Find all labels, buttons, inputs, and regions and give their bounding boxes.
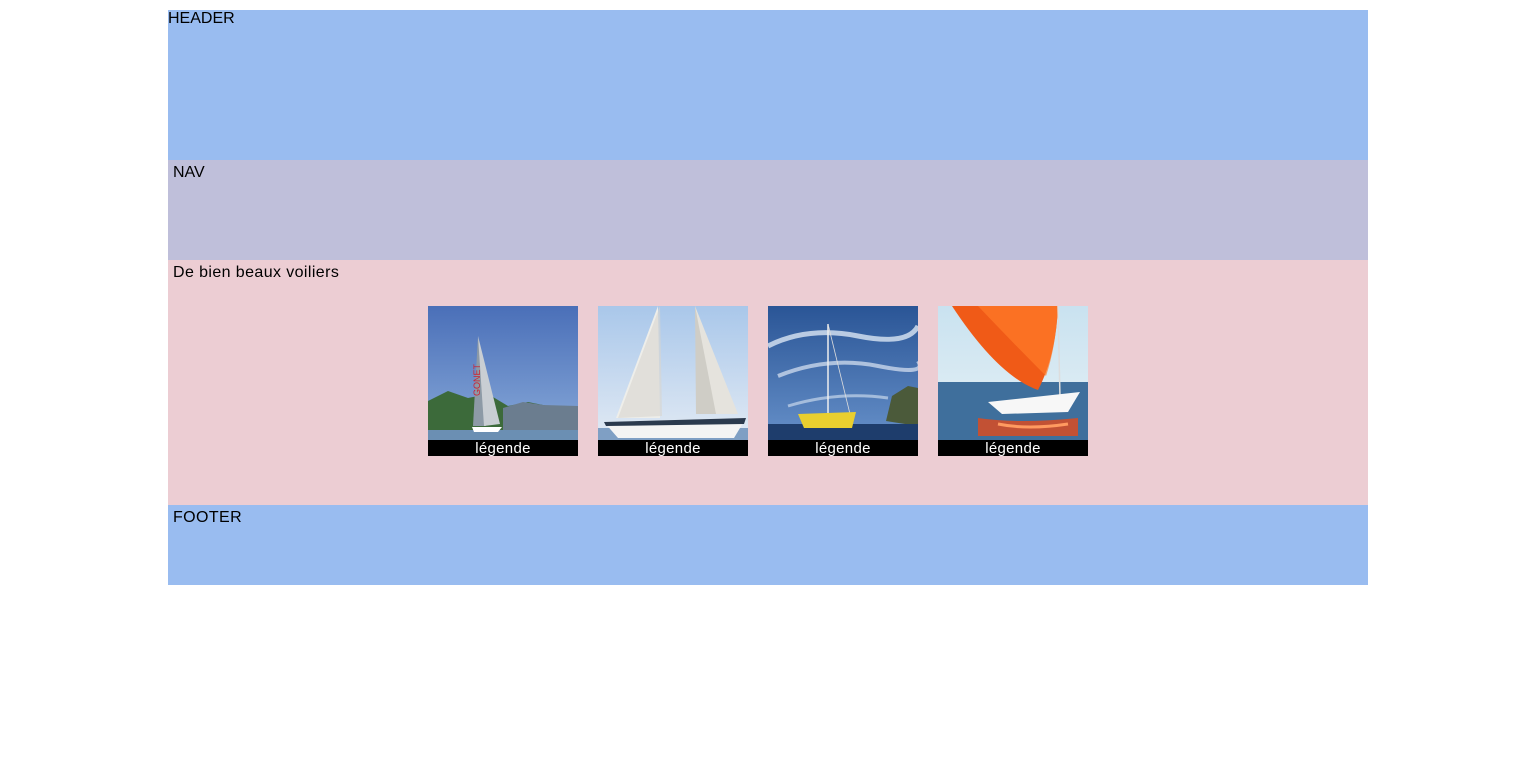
svg-text:GONET: GONET — [472, 363, 482, 396]
sailboat-photo: GONET — [428, 306, 578, 456]
sailboat-photo — [768, 306, 918, 456]
page-nav: NAV — [168, 160, 1368, 260]
sailboat-photo — [938, 306, 1088, 456]
gallery-item[interactable]: légende — [768, 306, 918, 456]
gallery-item[interactable]: GONET légende — [428, 306, 578, 456]
gallery-caption: légende — [428, 440, 578, 456]
footer-label: FOOTER — [173, 509, 243, 526]
gallery-caption: légende — [768, 440, 918, 456]
sailboat-photo — [598, 306, 748, 456]
gallery-item[interactable]: légende — [938, 306, 1088, 456]
header-label: HEADER — [168, 10, 235, 27]
page-container: HEADER NAV De bien beaux voiliers — [168, 10, 1368, 585]
page-header: HEADER — [168, 10, 1368, 160]
page-footer: FOOTER — [168, 505, 1368, 585]
gallery-item[interactable]: légende — [598, 306, 748, 456]
section-title: De bien beaux voiliers — [173, 264, 340, 281]
main-section: De bien beaux voiliers — [168, 260, 1368, 505]
nav-label: NAV — [173, 164, 205, 181]
gallery-caption: légende — [938, 440, 1088, 456]
gallery-caption: légende — [598, 440, 748, 456]
sailboat-gallery: GONET légende — [428, 306, 1088, 456]
